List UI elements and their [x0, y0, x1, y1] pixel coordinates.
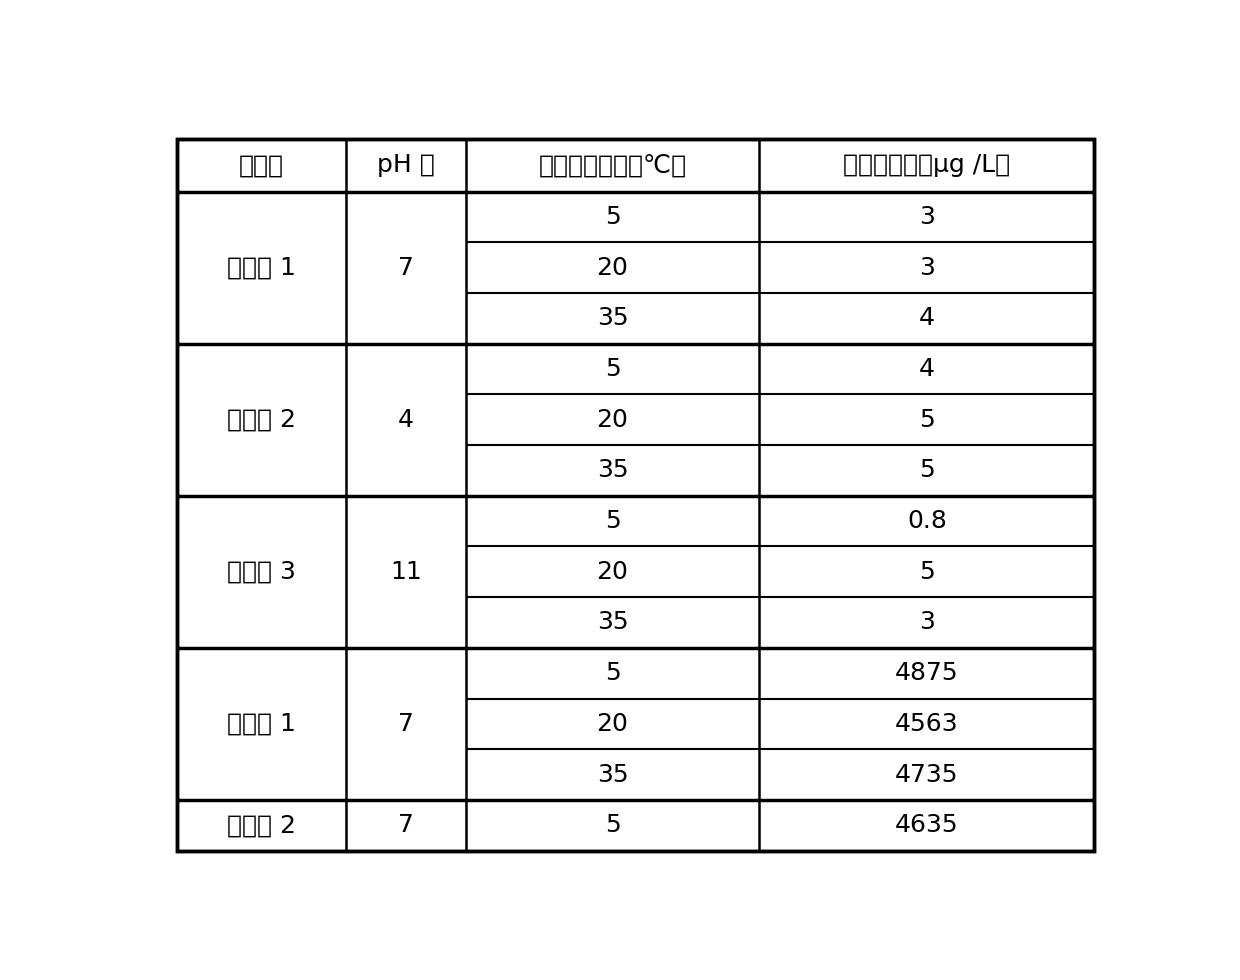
Text: 5: 5 [919, 560, 935, 584]
Text: 铊剩余浓度（μg /L）: 铊剩余浓度（μg /L） [843, 153, 1011, 177]
Text: 3: 3 [919, 205, 935, 229]
Text: 5: 5 [919, 408, 935, 431]
Text: 5: 5 [605, 662, 620, 685]
Text: 实施例 1: 实施例 1 [227, 256, 296, 279]
Text: 对比例 1: 对比例 1 [227, 711, 296, 736]
Text: 7: 7 [398, 256, 414, 279]
Text: 实施例 3: 实施例 3 [227, 560, 296, 584]
Text: 5: 5 [605, 205, 620, 229]
Text: 对比例 2: 对比例 2 [227, 813, 296, 837]
Text: 实施例 2: 实施例 2 [227, 408, 296, 431]
Text: 20: 20 [596, 711, 629, 736]
Text: 5: 5 [919, 459, 935, 482]
Text: 4: 4 [919, 307, 935, 330]
Text: 20: 20 [596, 408, 629, 431]
Text: 7: 7 [398, 711, 414, 736]
Text: 含铊废水温度（℃）: 含铊废水温度（℃） [538, 153, 687, 177]
Text: 5: 5 [605, 813, 620, 837]
Text: pH 值: pH 值 [377, 153, 435, 177]
Text: 3: 3 [919, 256, 935, 279]
Text: 实验组: 实验组 [239, 153, 284, 177]
Text: 11: 11 [391, 560, 422, 584]
Text: 4: 4 [398, 408, 414, 431]
Text: 20: 20 [596, 560, 629, 584]
Text: 7: 7 [398, 813, 414, 837]
Text: 4563: 4563 [895, 711, 959, 736]
Text: 20: 20 [596, 256, 629, 279]
Text: 5: 5 [605, 509, 620, 533]
Text: 35: 35 [596, 307, 629, 330]
Text: 3: 3 [919, 611, 935, 634]
Text: 35: 35 [596, 762, 629, 787]
Text: 0.8: 0.8 [906, 509, 947, 533]
Text: 4635: 4635 [895, 813, 959, 837]
Text: 5: 5 [605, 357, 620, 381]
Text: 4875: 4875 [895, 662, 959, 685]
Text: 4: 4 [919, 357, 935, 381]
Text: 35: 35 [596, 611, 629, 634]
Text: 4735: 4735 [895, 762, 959, 787]
Text: 35: 35 [596, 459, 629, 482]
